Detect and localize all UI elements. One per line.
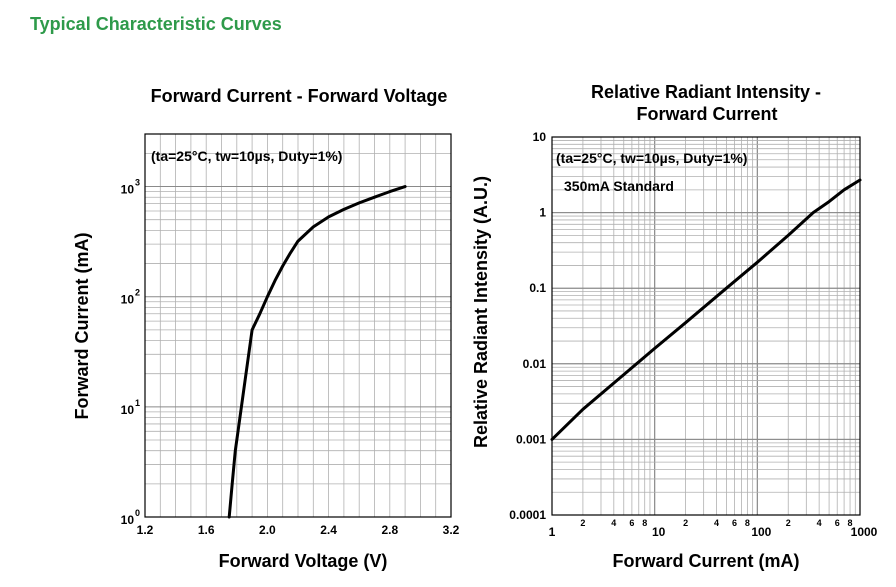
- chart-2-y-tick-label: 0.001: [516, 432, 546, 446]
- chart-1-y-tick-label: 10: [121, 293, 135, 307]
- chart-1-x-tick-label: 1.6: [198, 523, 215, 537]
- chart-2-x-minor-tick-label: 2: [683, 518, 688, 528]
- chart-2-x-minor-tick-label: 4: [611, 518, 616, 528]
- chart-2-x-minor-tick-label: 8: [745, 518, 750, 528]
- chart-1-x-tick-label: 1.2: [137, 523, 154, 537]
- chart-1-y-axis-label: Forward Current (mA): [72, 232, 92, 419]
- chart-2-title-line-2: Forward Current: [636, 104, 777, 124]
- chart-1-y-tick-label: 10: [121, 513, 135, 527]
- chart-2-x-minor-tick-label: 8: [642, 518, 647, 528]
- chart-1-plot-frame: [144, 133, 452, 518]
- chart-2-group: [550, 136, 862, 516]
- chart-1-x-axis-label: Forward Voltage (V): [219, 551, 388, 571]
- chart-2-title-line-1: Relative Radiant Intensity -: [591, 82, 821, 102]
- chart-1-y-tick-exponent: 3: [135, 178, 140, 188]
- chart-2-annotation-conditions: (ta=25°C, tw=10µs, Duty=1%): [556, 150, 747, 166]
- chart-1-group: [144, 133, 452, 519]
- chart-2-y-tick-label: 0.01: [523, 357, 547, 371]
- chart-1-x-tick-label: 2.4: [320, 523, 337, 537]
- chart-2-x-minor-tick-label: 6: [835, 518, 840, 528]
- chart-1-y-tick-exponent: 2: [135, 288, 140, 298]
- chart-2-x-minor-tick-label: 8: [848, 518, 853, 528]
- chart-2-series-line: [550, 178, 862, 441]
- chart-2-x-minor-tick-label: 4: [817, 518, 822, 528]
- chart-2-y-axis-label: Relative Radiant Intensity (A.U.): [471, 176, 491, 448]
- chart-2-x-tick-label: 1: [549, 525, 556, 539]
- chart-2-y-tick-label: 0.0001: [509, 508, 546, 522]
- chart-1-y-tick-label: 10: [121, 403, 135, 417]
- chart-2-x-minor-tick-label: 2: [786, 518, 791, 528]
- chart-1-x-tick-label: 3.2: [443, 523, 460, 537]
- chart-2-x-minor-tick-label: 6: [732, 518, 737, 528]
- chart-1-series-line: [227, 185, 407, 519]
- chart-2-x-axis-label: Forward Current (mA): [612, 551, 799, 571]
- chart-1-y-tick-label: 10: [121, 183, 135, 197]
- chart-1-y-tick-exponent: 0: [135, 508, 140, 518]
- chart-2-x-tick-label: 10: [652, 525, 666, 539]
- chart-2-y-tick-label: 0.1: [529, 281, 546, 295]
- chart-1-y-tick-exponent: 1: [135, 398, 140, 408]
- chart-2-y-tick-label: 1: [539, 206, 546, 220]
- chart-1-title: Forward Current - Forward Voltage: [151, 86, 448, 106]
- chart-2-x-minor-tick-label: 4: [714, 518, 719, 528]
- page-heading: Typical Characteristic Curves: [30, 14, 282, 34]
- chart-2-x-tick-label: 1000: [851, 525, 878, 539]
- chart-2-x-tick-label: 100: [751, 525, 771, 539]
- chart-1-annotation: (ta=25°C, tw=10µs, Duty=1%): [151, 148, 342, 164]
- chart-1-x-tick-label: 2.0: [259, 523, 276, 537]
- chart-2-y-tick-label: 10: [533, 130, 547, 144]
- chart-2-x-minor-tick-label: 2: [580, 518, 585, 528]
- chart-1-x-tick-label: 2.8: [381, 523, 398, 537]
- chart-2-x-minor-tick-label: 6: [629, 518, 634, 528]
- chart-2-annotation-standard: 350mA Standard: [564, 178, 674, 194]
- chart-2-plot-frame: [551, 136, 861, 516]
